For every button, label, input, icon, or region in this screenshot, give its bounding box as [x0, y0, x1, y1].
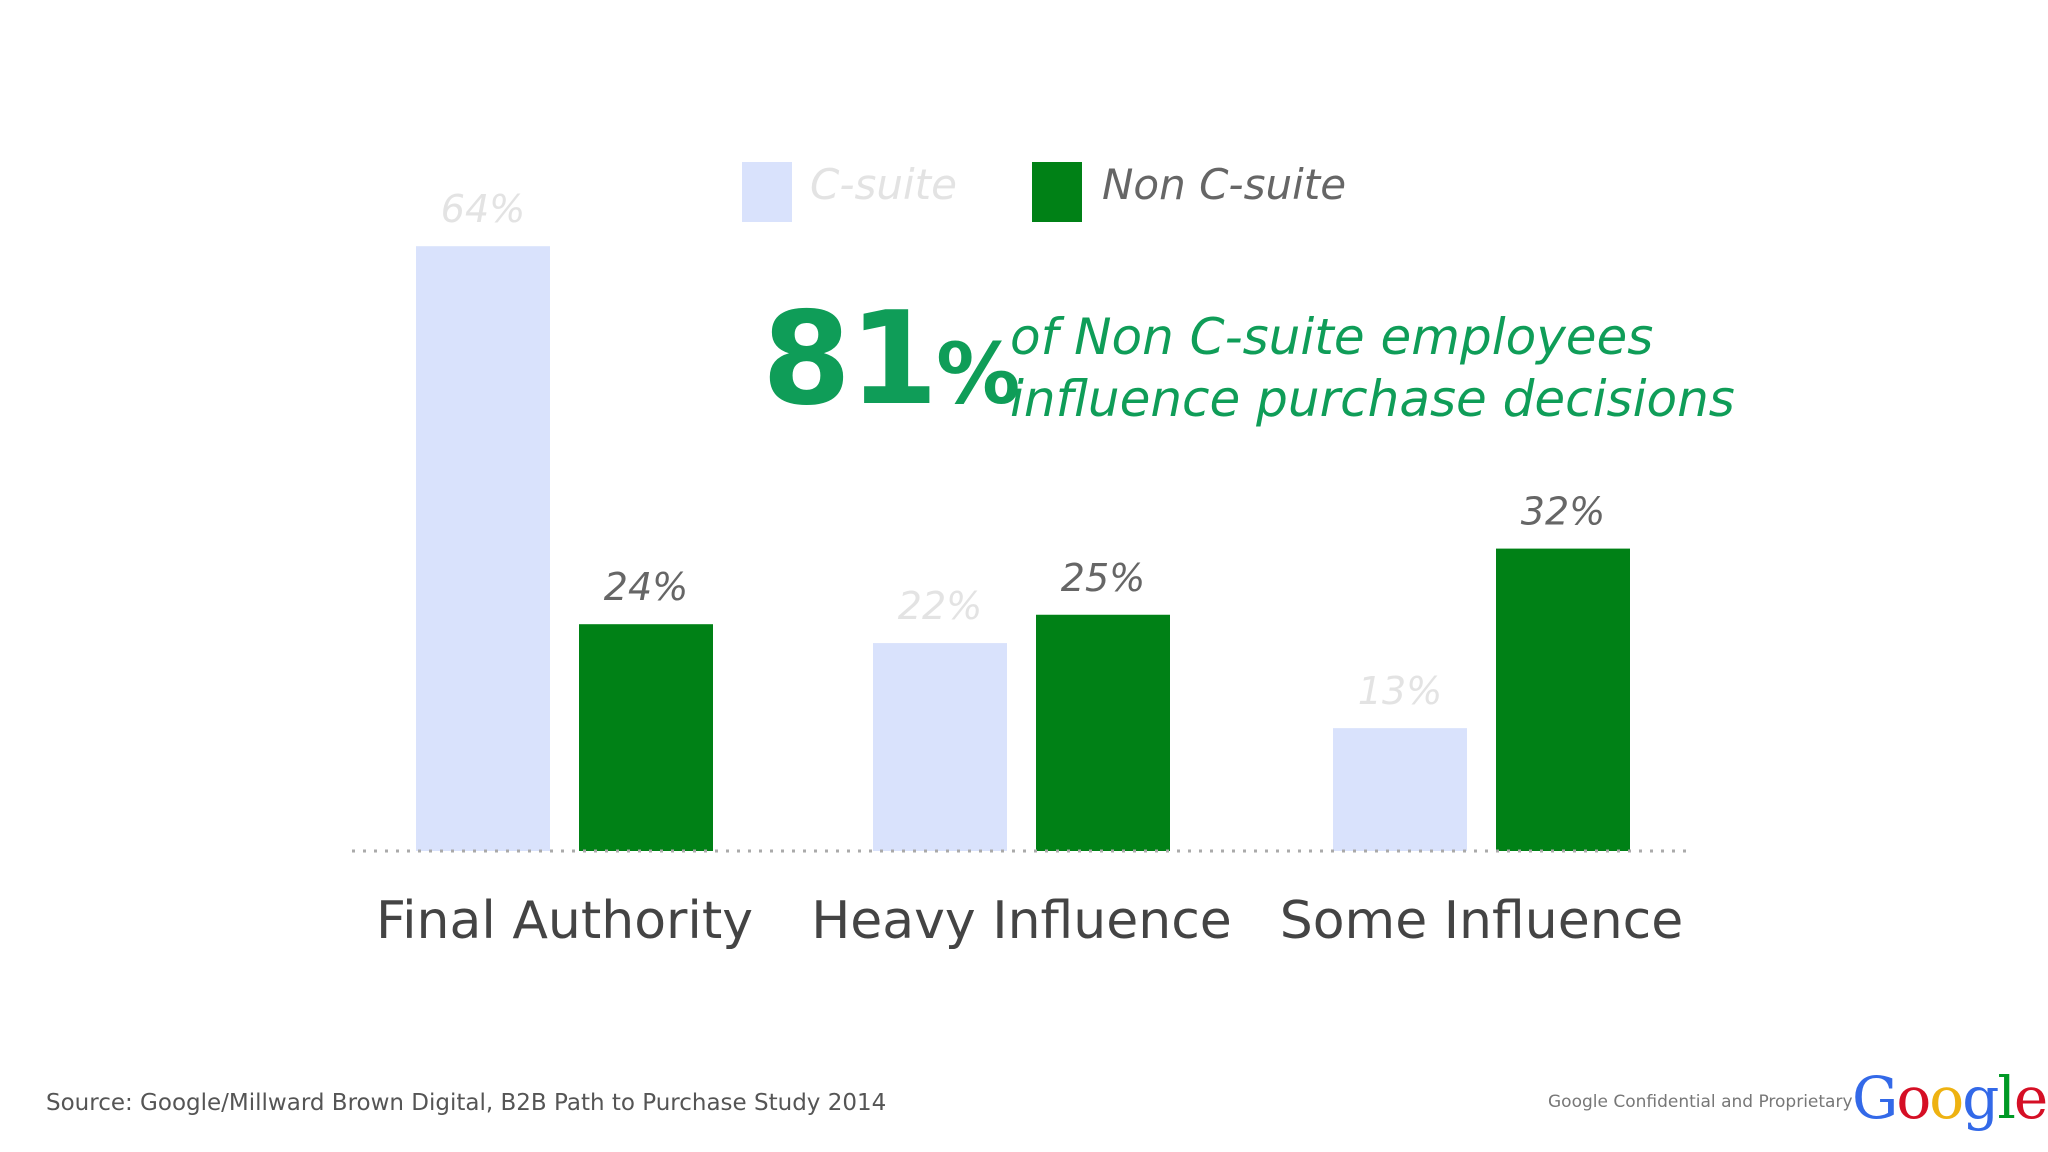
callout-line-2: influence purchase decisions	[1010, 370, 1735, 428]
callout-number-value: 81	[762, 285, 938, 434]
google-logo: Google	[1852, 1064, 2048, 1132]
bars-group	[416, 246, 1630, 851]
logo-letter-2: o	[1929, 1064, 1964, 1132]
category-label-0: Final Authority	[376, 891, 753, 951]
callout-percent-sign: %	[936, 325, 1020, 423]
callout-text: of Non C-suite employees influence purch…	[1010, 306, 1735, 430]
bar-non-c-suite-0	[579, 624, 713, 851]
value-label-non-c-suite-0: 24%	[604, 565, 688, 609]
category-label-2: Some Influence	[1280, 891, 1684, 951]
legend-swatch-non-c-suite	[1032, 162, 1082, 222]
value-labels-group: 64% 22% 13% 24% 25% 32%	[441, 187, 1605, 713]
category-label-1: Heavy Influence	[811, 891, 1232, 951]
bar-c-suite-1	[873, 643, 1007, 851]
logo-letter-1: o	[1896, 1064, 1931, 1132]
bar-non-c-suite-2	[1496, 548, 1630, 851]
value-label-c-suite-0: 64%	[441, 187, 525, 231]
bar-c-suite-2	[1333, 728, 1467, 851]
logo-letter-5: e	[2013, 1064, 2048, 1132]
value-label-c-suite-1: 22%	[898, 584, 982, 628]
bar-non-c-suite-1	[1036, 614, 1170, 851]
legend-swatch-c-suite	[742, 162, 792, 222]
value-label-non-c-suite-2: 32%	[1521, 490, 1605, 534]
logo-letter-3: g	[1962, 1064, 1999, 1132]
logo-letter-4: l	[1997, 1064, 2016, 1132]
value-label-non-c-suite-1: 25%	[1061, 556, 1145, 600]
category-labels-group: Final Authority Heavy Influence Some Influ…	[376, 891, 1683, 951]
confidential-note: Google Confidential and Proprietary	[1548, 1092, 1853, 1112]
callout-number: 81%	[762, 296, 1020, 424]
logo-letter-0: G	[1852, 1064, 1898, 1132]
bar-c-suite-0	[416, 246, 550, 851]
callout-line-1: of Non C-suite employees	[1010, 308, 1654, 366]
legend-label-c-suite: C-suite	[810, 160, 957, 209]
legend-label-non-c-suite: Non C-suite	[1102, 160, 1347, 209]
source-note: Source: Google/Millward Brown Digital, B…	[46, 1090, 887, 1116]
value-label-c-suite-2: 13%	[1358, 669, 1442, 713]
